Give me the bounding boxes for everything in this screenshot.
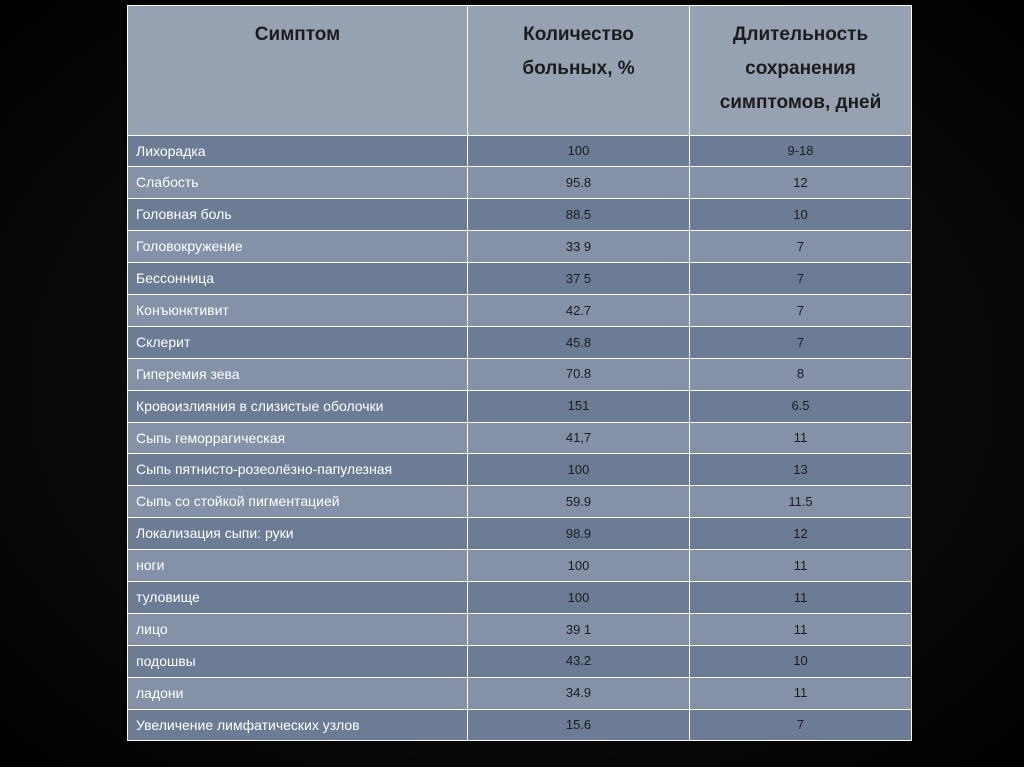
table-body: Лихорадка1009-18Слабость95.812Головная б… [128,135,912,741]
table-row: Лихорадка1009-18 [128,135,912,167]
cell-days: 7 [690,231,912,263]
table-header-row: Симптом Количество больных, % Длительнос… [128,6,912,136]
col-header-days: Длительность сохранения симптомов, дней [690,6,912,136]
cell-count: 100 [468,582,690,614]
table-row: Слабость95.812 [128,167,912,199]
cell-symptom: лицо [128,613,468,645]
cell-symptom: Сыпь геморрагическая [128,422,468,454]
cell-count: 100 [468,454,690,486]
cell-days: 11 [690,550,912,582]
table-row: подошвы43.210 [128,645,912,677]
table-row: Сыпь пятнисто-розеолёзно-папулезная10013 [128,454,912,486]
cell-count: 42.7 [468,295,690,327]
cell-days: 7 [690,326,912,358]
cell-symptom: подошвы [128,645,468,677]
cell-count: 95.8 [468,167,690,199]
cell-days: 10 [690,199,912,231]
cell-symptom: Сыпь со стойкой пигментацией [128,486,468,518]
cell-days: 11 [690,613,912,645]
symptoms-table-container: Симптом Количество больных, % Длительнос… [127,5,911,741]
table-row: Бессонница37 57 [128,263,912,295]
cell-days: 7 [690,709,912,741]
col-header-symptom: Симптом [128,6,468,136]
cell-count: 100 [468,550,690,582]
cell-symptom: Лихорадка [128,135,468,167]
cell-symptom: Конъюнктивит [128,295,468,327]
table-row: Головокружение33 97 [128,231,912,263]
table-row: Локализация сыпи: руки98.912 [128,518,912,550]
cell-symptom: Сыпь пятнисто-розеолёзно-папулезная [128,454,468,486]
cell-count: 151 [468,390,690,422]
cell-count: 33 9 [468,231,690,263]
cell-symptom: Кровоизлияния в слизистые оболочки [128,390,468,422]
cell-count: 45.8 [468,326,690,358]
cell-symptom: Головная боль [128,199,468,231]
cell-days: 11 [690,677,912,709]
cell-symptom: Головокружение [128,231,468,263]
cell-days: 13 [690,454,912,486]
cell-count: 100 [468,135,690,167]
cell-count: 70.8 [468,358,690,390]
cell-symptom: Гиперемия зева [128,358,468,390]
table-row: Сыпь со стойкой пигментацией59.911.5 [128,486,912,518]
cell-days: 7 [690,263,912,295]
cell-count: 43.2 [468,645,690,677]
table-row: Гиперемия зева70.88 [128,358,912,390]
cell-days: 9-18 [690,135,912,167]
table-row: Сыпь геморрагическая41,711 [128,422,912,454]
table-row: Склерит45.87 [128,326,912,358]
table-row: лицо39 111 [128,613,912,645]
table-row: туловище10011 [128,582,912,614]
table-row: Конъюнктивит42.77 [128,295,912,327]
cell-symptom: Слабость [128,167,468,199]
cell-symptom: ладони [128,677,468,709]
cell-symptom: Склерит [128,326,468,358]
cell-symptom: ноги [128,550,468,582]
cell-days: 6.5 [690,390,912,422]
table-row: ладони34.911 [128,677,912,709]
cell-count: 41,7 [468,422,690,454]
cell-days: 11 [690,422,912,454]
cell-count: 88.5 [468,199,690,231]
table-row: Головная боль88.510 [128,199,912,231]
cell-days: 12 [690,167,912,199]
cell-count: 59.9 [468,486,690,518]
col-header-count: Количество больных, % [468,6,690,136]
table-row: ноги10011 [128,550,912,582]
cell-symptom: Локализация сыпи: руки [128,518,468,550]
cell-days: 12 [690,518,912,550]
table-row: Увеличение лимфатических узлов15.67 [128,709,912,741]
cell-count: 37 5 [468,263,690,295]
cell-symptom: туловище [128,582,468,614]
cell-days: 8 [690,358,912,390]
cell-days: 11 [690,582,912,614]
cell-days: 10 [690,645,912,677]
cell-count: 34.9 [468,677,690,709]
cell-count: 15.6 [468,709,690,741]
cell-days: 7 [690,295,912,327]
cell-count: 39 1 [468,613,690,645]
table-row: Кровоизлияния в слизистые оболочки1516.5 [128,390,912,422]
cell-count: 98.9 [468,518,690,550]
symptoms-table: Симптом Количество больных, % Длительнос… [127,5,912,741]
cell-symptom: Бессонница [128,263,468,295]
cell-symptom: Увеличение лимфатических узлов [128,709,468,741]
cell-days: 11.5 [690,486,912,518]
